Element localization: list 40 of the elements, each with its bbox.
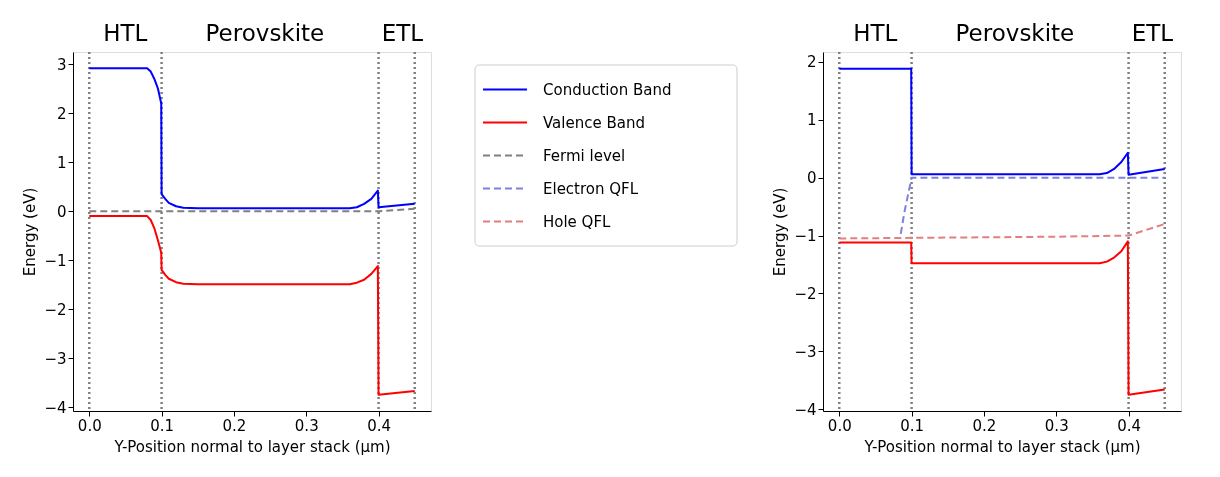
legend-label: Electron QFL [543, 179, 639, 198]
text: HTL [103, 20, 148, 46]
x-tick-label: 0.2 [972, 416, 997, 435]
y-axis-title: Energy (eV) [21, 187, 40, 277]
legend-label: Conduction Band [543, 80, 672, 99]
x-tick-label: 0.4 [1117, 416, 1141, 435]
x-axis-title: Y-Position normal to layer stack (µm) [113, 437, 391, 456]
y-tick-label: −2 [44, 300, 67, 319]
x-tick-label: 0.0 [77, 416, 102, 435]
x-tick-label: 0.0 [827, 416, 852, 435]
y-tick-label: −1 [794, 227, 817, 246]
text: Perovskite [955, 20, 1075, 46]
text: ETL [1131, 20, 1174, 46]
x-tick-label: 0.4 [367, 416, 391, 435]
y-tick-label: 2 [806, 53, 817, 72]
text: HTL [853, 20, 898, 46]
x-tick-label: 0.1 [900, 416, 925, 435]
legend-label: Fermi level [543, 146, 626, 165]
text: ETL [381, 20, 424, 46]
y-tick-label: 0 [56, 202, 67, 221]
y-tick-label: 2 [56, 104, 67, 123]
y-axis-title: Energy (eV) [771, 187, 790, 277]
y-tick-label: −3 [44, 349, 67, 368]
y-tick-label: 1 [806, 111, 817, 130]
legend-label: Hole QFL [543, 212, 612, 231]
y-tick-label: −3 [794, 342, 817, 361]
y-tick-label: −1 [44, 251, 67, 270]
y-tick-label: 1 [56, 153, 67, 172]
y-tick-label: 3 [56, 55, 67, 74]
y-tick-label: −4 [794, 400, 817, 419]
x-tick-label: 0.3 [1044, 416, 1069, 435]
x-axis-title: Y-Position normal to layer stack (µm) [863, 437, 1141, 456]
x-tick-label: 0.2 [222, 416, 247, 435]
y-tick-label: 0 [806, 169, 817, 188]
legend-label: Valence Band [543, 113, 645, 132]
y-tick-label: −4 [44, 398, 67, 417]
x-tick-label: 0.1 [150, 416, 175, 435]
y-tick-label: −2 [794, 284, 817, 303]
text: Perovskite [205, 20, 325, 46]
x-tick-label: 0.3 [294, 416, 319, 435]
